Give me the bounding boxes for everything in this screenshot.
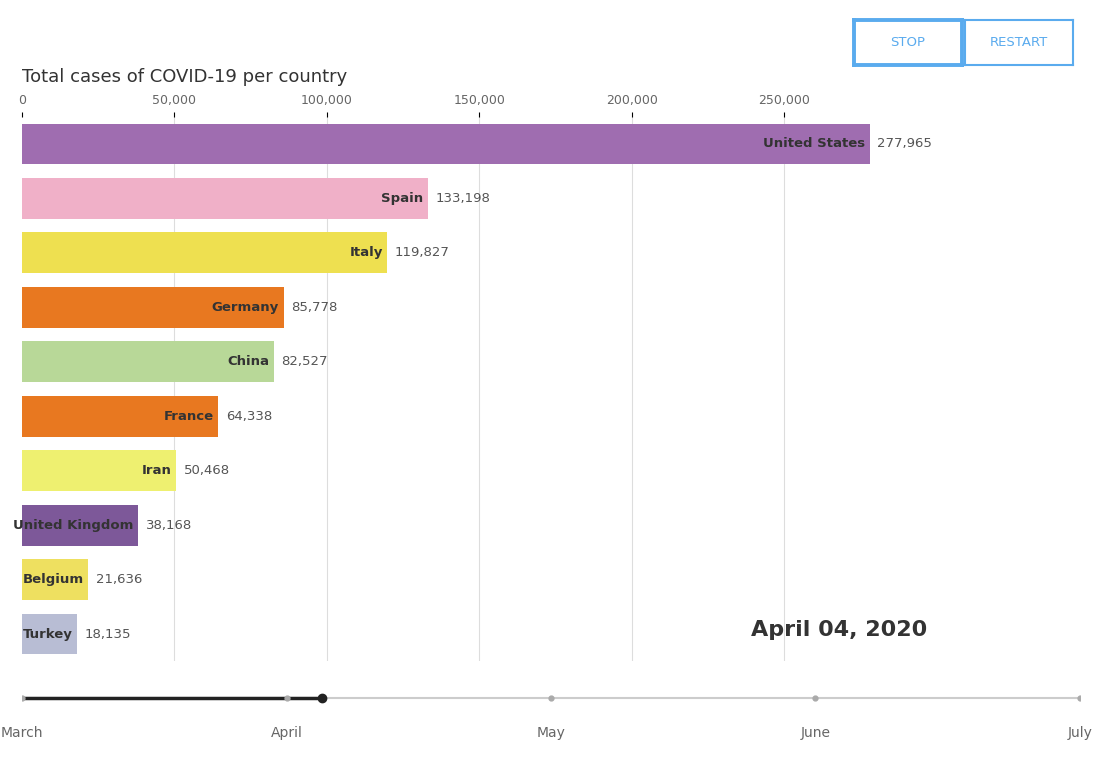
Text: STOP: STOP [890,37,926,49]
Bar [22,124,869,164]
Text: Spain: Spain [381,192,423,205]
Bar [22,233,388,273]
Text: 277,965: 277,965 [877,138,932,150]
Bar [22,505,139,545]
Text: Total cases of COVID-19 per country: Total cases of COVID-19 per country [22,68,347,86]
Text: April 04, 2020: April 04, 2020 [752,619,928,640]
Text: 38,168: 38,168 [147,519,192,531]
Text: Belgium: Belgium [22,573,84,586]
Bar [22,178,429,219]
Text: 82,527: 82,527 [281,356,327,368]
Text: 85,778: 85,778 [291,301,337,314]
Text: May: May [537,726,565,740]
Text: United Kingdom: United Kingdom [13,519,133,531]
Text: 64,338: 64,338 [226,410,272,422]
Text: July: July [1068,726,1092,740]
Bar [22,396,218,436]
Text: China: China [227,356,269,368]
Text: RESTART: RESTART [991,37,1048,49]
Text: March: March [1,726,43,740]
Text: Turkey: Turkey [23,628,73,640]
Bar [22,450,176,491]
Text: Italy: Italy [349,247,382,259]
Text: France: France [163,410,214,422]
Text: United States: United States [763,138,865,150]
Text: 119,827: 119,827 [395,247,450,259]
Bar [22,287,283,328]
Text: Iran: Iran [141,464,171,477]
Text: 18,135: 18,135 [85,628,131,640]
Bar [22,342,273,382]
Text: 21,636: 21,636 [96,573,142,586]
Text: Germany: Germany [212,301,279,314]
Text: April: April [271,726,302,740]
Bar [22,559,88,600]
Text: 133,198: 133,198 [435,192,490,205]
Text: 50,468: 50,468 [184,464,229,477]
Bar [22,614,77,654]
Text: June: June [800,726,831,740]
